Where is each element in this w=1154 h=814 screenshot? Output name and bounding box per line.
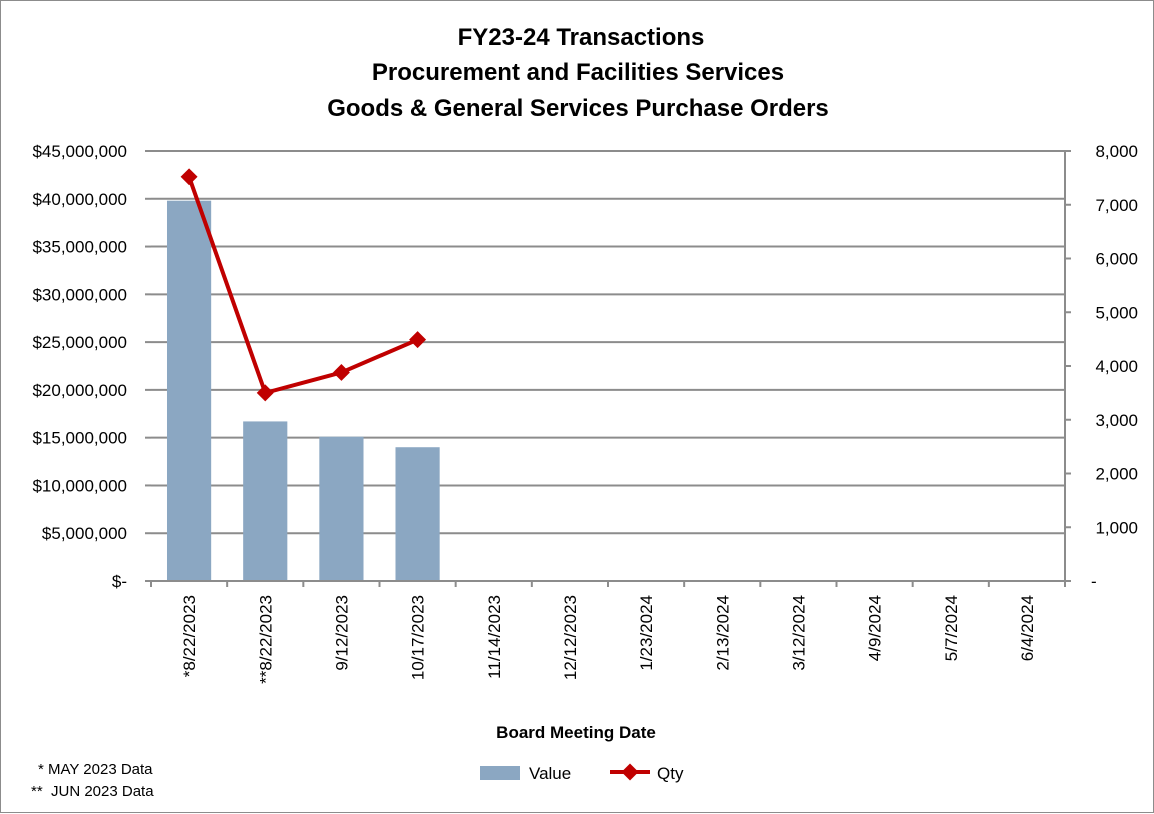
x-tick-label: 11/14/2023 xyxy=(485,595,504,679)
left-tick-label: $- xyxy=(112,572,127,591)
axes xyxy=(145,150,1071,587)
left-tick-label: $40,000,000 xyxy=(32,190,127,209)
right-tick-label: 6,000 xyxy=(1095,250,1138,269)
right-tick-label: 7,000 xyxy=(1095,196,1138,215)
right-axis-labels: - 1,000 2,000 3,000 4,000 5,000 6,000 7,000 8,00… xyxy=(1091,142,1138,591)
qty-point xyxy=(180,168,198,186)
chart-title: FY23-24 Transactions Procurement and Fac… xyxy=(327,24,829,122)
x-tick-label: 5/7/2024 xyxy=(942,595,961,661)
gridlines xyxy=(151,150,1065,535)
footnote-jun: ** JUN 2023 Data xyxy=(31,783,154,800)
x-tick-label: *8/22/2023 xyxy=(180,595,199,677)
x-tick-label: 3/12/2024 xyxy=(789,595,808,671)
left-tick-label: $5,000,000 xyxy=(42,524,127,543)
left-tick-label: $30,000,000 xyxy=(32,285,127,304)
right-tick-label: 8,000 xyxy=(1095,142,1138,161)
x-tick-label: 12/12/2023 xyxy=(561,595,580,680)
x-axis-title: Board Meeting Date xyxy=(496,723,656,742)
qty-point xyxy=(332,363,350,381)
value-bar xyxy=(243,421,288,581)
legend-value-label: Value xyxy=(529,764,571,783)
right-tick-label: 4,000 xyxy=(1095,357,1138,376)
left-tick-label: $25,000,000 xyxy=(32,333,127,352)
chart-title-line-1: FY23-24 Transactions xyxy=(458,24,705,51)
value-bar xyxy=(319,436,364,581)
right-tick-label: 2,000 xyxy=(1095,465,1138,484)
legend: Value Qty xyxy=(480,763,684,783)
x-tick-label: 2/13/2024 xyxy=(713,595,732,671)
left-tick-label: $35,000,000 xyxy=(32,238,127,257)
qty-point xyxy=(409,331,427,349)
x-tick-label: 6/4/2024 xyxy=(1018,595,1037,661)
left-tick-label: $10,000,000 xyxy=(32,476,127,495)
qty-series-line xyxy=(187,176,419,395)
footnote-may: * MAY 2023 Data xyxy=(38,761,153,778)
x-tick-label: 9/12/2023 xyxy=(332,595,351,671)
left-tick-label: $45,000,000 xyxy=(32,142,127,161)
right-tick-label: 3,000 xyxy=(1095,411,1138,430)
value-bar xyxy=(166,200,212,581)
value-bar xyxy=(395,447,440,581)
chart-title-line-3: Goods & General Services Purchase Orders xyxy=(327,95,829,122)
x-tick-label: 4/9/2024 xyxy=(866,595,885,661)
x-tick-label: 10/17/2023 xyxy=(409,595,428,680)
footnotes: * MAY 2023 Data ** JUN 2023 Data xyxy=(31,761,154,800)
chart-title-line-2: Procurement and Facilities Services xyxy=(372,59,784,86)
qty-point xyxy=(256,384,274,402)
right-tick-label: 5,000 xyxy=(1095,303,1138,322)
x-tick-label: **8/22/2023 xyxy=(256,595,275,684)
left-tick-label: $15,000,000 xyxy=(32,429,127,448)
x-tick-label: 1/23/2024 xyxy=(637,595,656,671)
left-axis-labels: $- $5,000,000 $10,000,000 $15,000,000 $20,00… xyxy=(32,142,127,591)
legend-qty-label: Qty xyxy=(657,764,684,783)
legend-value-swatch xyxy=(480,766,520,780)
qty-line xyxy=(180,168,427,402)
right-tick-label: - xyxy=(1091,572,1097,591)
right-tick-label: 1,000 xyxy=(1095,518,1138,537)
value-bars xyxy=(166,200,440,581)
x-axis-labels: *8/22/2023 **8/22/2023 9/12/2023 10/17/2023… xyxy=(180,595,1037,684)
legend-qty-marker xyxy=(621,763,639,781)
left-tick-label: $20,000,000 xyxy=(32,381,127,400)
